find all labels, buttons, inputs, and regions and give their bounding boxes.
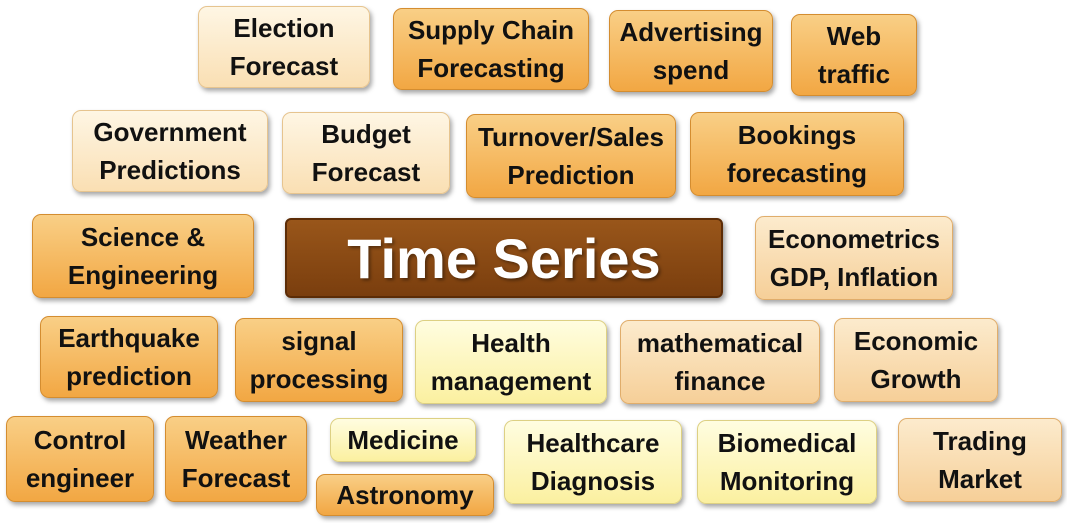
tile-astronomy: Astronomy: [316, 474, 494, 516]
tile-line: signal: [281, 326, 357, 356]
tile-line: Astronomy: [336, 480, 474, 510]
tile-government-predictions: Government Predictions: [72, 110, 268, 192]
tile-line: Advertising: [619, 17, 763, 47]
tile-line: Trading: [933, 426, 1027, 456]
tile-line: Budget: [321, 119, 411, 149]
tile-health-management: Health management: [415, 320, 607, 404]
tile-healthcare-diagnosis: Healthcare Diagnosis: [504, 420, 682, 504]
tile-line: Engineering: [67, 260, 219, 290]
tile-line: Forecast: [181, 463, 291, 493]
tile-line: Science &: [80, 222, 206, 252]
tile-economic-growth: Economic Growth: [834, 318, 998, 402]
tile-line: Econometrics: [768, 224, 940, 254]
tile-line: Prediction: [507, 160, 635, 190]
tile-line: Healthcare: [526, 428, 660, 458]
tile-line: Weather: [184, 425, 288, 455]
tile-medicine: Medicine: [330, 418, 476, 462]
tile-turnover-sales-prediction: Turnover/Sales Prediction: [466, 114, 676, 198]
tile-line: Turnover/Sales: [478, 122, 664, 152]
tile-line: Supply Chain: [407, 15, 575, 45]
tile-signal-processing: signal processing: [235, 318, 403, 402]
time-series-title: Time Series: [285, 218, 723, 298]
tile-line: finance: [674, 366, 766, 396]
tile-web-traffic: Web traffic: [791, 14, 917, 96]
tile-line: Forecast: [311, 157, 421, 187]
tile-line: engineer: [25, 463, 135, 493]
tile-line: Medicine: [347, 425, 459, 455]
tile-line: Control: [33, 425, 127, 455]
tile-control-engineer: Control engineer: [6, 416, 154, 502]
tile-line: Government: [93, 117, 247, 147]
tile-line: Biomedical: [717, 428, 857, 458]
tile-line: forecasting: [726, 158, 868, 188]
tile-mathematical-finance: mathematical finance: [620, 320, 820, 404]
tile-line: Earthquake: [58, 323, 200, 353]
tile-line: Monitoring: [719, 466, 855, 496]
tile-supply-chain-forecasting: Supply Chain Forecasting: [393, 8, 589, 90]
tile-line: management: [430, 366, 592, 396]
tile-line: Forecasting: [417, 53, 565, 83]
tile-line: processing: [249, 364, 389, 394]
tile-election-forecast: Election Forecast: [198, 6, 370, 88]
tile-line: Election: [233, 13, 335, 43]
tile-line: traffic: [817, 59, 891, 89]
tile-line: Growth: [870, 364, 962, 394]
tile-line: Bookings: [737, 120, 857, 150]
tile-line: Diagnosis: [530, 466, 656, 496]
tile-line: Market: [938, 464, 1022, 494]
tile-advertising-spend: Advertising spend: [609, 10, 773, 92]
tile-line: Predictions: [99, 155, 241, 185]
tile-line: Health: [471, 328, 551, 358]
tile-line: prediction: [66, 361, 192, 391]
tile-line: Web: [826, 21, 882, 51]
tile-line: spend: [652, 55, 730, 85]
tile-line: Forecast: [229, 51, 339, 81]
tile-line: GDP, Inflation: [769, 262, 939, 292]
tile-science-engineering: Science & Engineering: [32, 214, 254, 298]
tile-econometrics: Econometrics GDP, Inflation: [755, 216, 953, 300]
tile-line: Economic: [853, 326, 979, 356]
tile-budget-forecast: Budget Forecast: [282, 112, 450, 194]
tile-weather-forecast: Weather Forecast: [165, 416, 307, 502]
tile-biomedical-monitoring: Biomedical Monitoring: [697, 420, 877, 504]
tile-bookings-forecasting: Bookings forecasting: [690, 112, 904, 196]
tile-line: mathematical: [636, 328, 804, 358]
tile-earthquake-prediction: Earthquake prediction: [40, 316, 218, 398]
tile-trading-market: Trading Market: [898, 418, 1062, 502]
